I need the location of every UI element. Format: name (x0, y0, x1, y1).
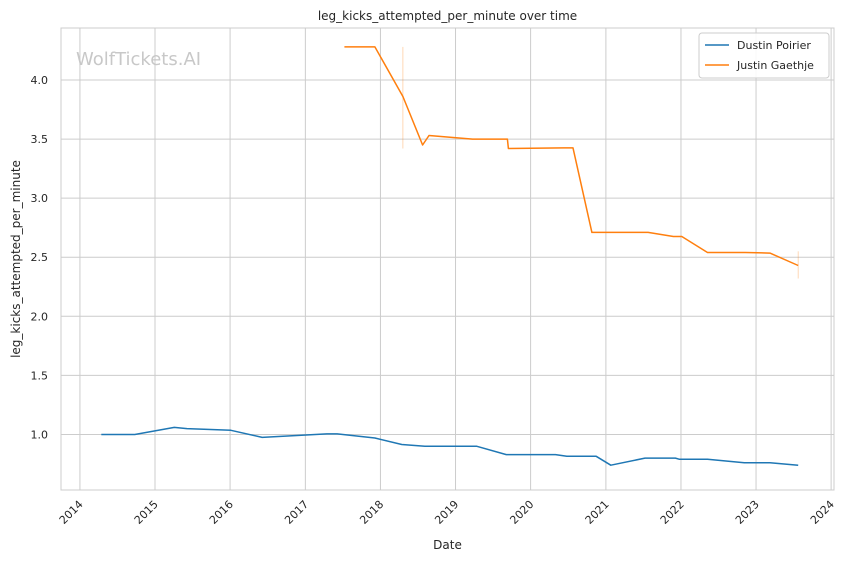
legend: Dustin Poirier Justin Gaethje (698, 32, 830, 79)
plot-area (61, 28, 834, 490)
x-tick-label: 2015 (132, 498, 161, 527)
series-lines (101, 46, 799, 466)
grid-lines (61, 28, 834, 490)
x-tick-label: 2018 (357, 498, 386, 527)
x-axis-label: Date (433, 538, 462, 552)
x-tick-label: 2014 (57, 498, 86, 527)
x-tick-label: 2020 (507, 498, 536, 527)
x-tick-label: 2024 (808, 498, 837, 527)
series-line-justin-gaethje (344, 46, 799, 267)
y-axis-label: leg_kicks_attempted_per_minute (9, 160, 23, 358)
y-tick-label: 3.0 (31, 192, 49, 205)
watermark-text: WolfTickets.AI (76, 49, 201, 70)
series-line-dustin-poirier (101, 426, 799, 466)
y-tick-label: 3.5 (31, 133, 49, 146)
y-tick-label: 2.5 (31, 251, 49, 264)
y-tick-label: 1.0 (31, 428, 49, 441)
x-tick-label: 2023 (733, 498, 762, 527)
x-tick-label: 2022 (658, 498, 687, 527)
y-tick-label: 1.5 (31, 369, 49, 382)
y-tick-label: 2.0 (31, 310, 49, 323)
x-tick-label: 2019 (432, 498, 461, 527)
chart-title: leg_kicks_attempted_per_minute over time (318, 9, 577, 23)
y-axis-ticks: 1.0 1.5 2.0 2.5 3.0 3.5 4.0 (31, 74, 49, 441)
x-tick-label: 2017 (282, 498, 311, 527)
legend-box (698, 32, 830, 79)
legend-label: Dustin Poirier (737, 39, 811, 52)
legend-label: Justin Gaethje (736, 59, 814, 72)
y-tick-label: 4.0 (31, 74, 49, 87)
x-tick-label: 2021 (583, 498, 612, 527)
x-tick-label: 2016 (207, 498, 236, 527)
plot-frame (60, 27, 835, 491)
x-axis-ticks: 2014 2015 2016 2017 2018 2019 2020 2021 2022 2023… (57, 498, 837, 527)
